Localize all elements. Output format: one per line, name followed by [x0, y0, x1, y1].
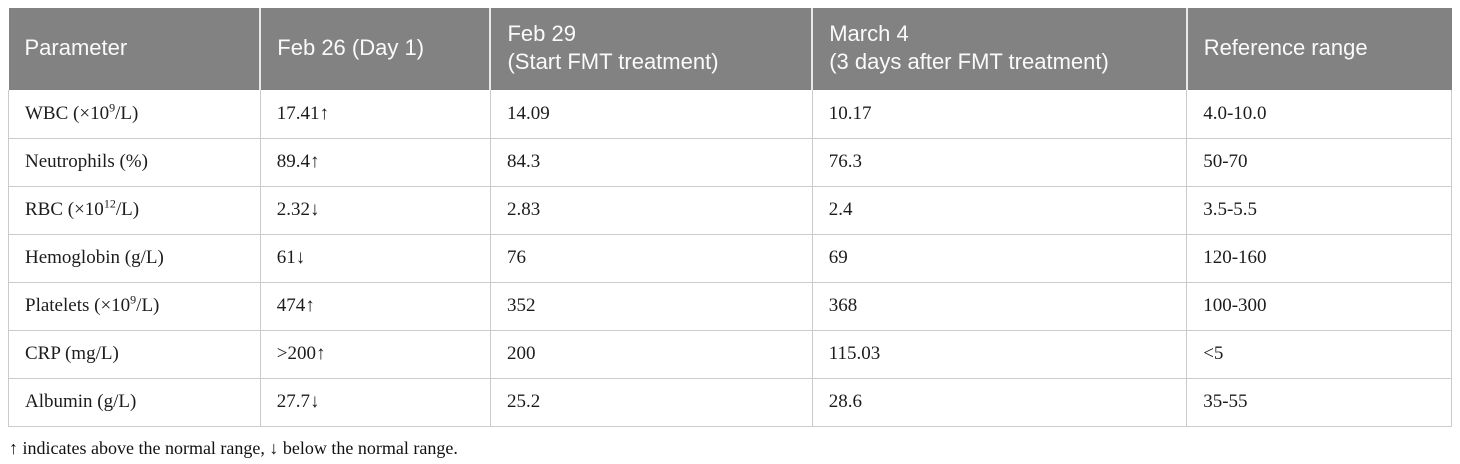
value-cell-day1: 27.7↓: [259, 378, 491, 427]
column-header-march4: March 4 (3 days after FMT treatment): [811, 8, 1187, 91]
parameter-cell: Hemoglobin (g/L): [8, 234, 261, 283]
table-row-rbc: RBC (×1012/L) 2.32↓ 2.83 2.4 3.5-5.5: [8, 186, 1452, 235]
value-cell-feb29: 76: [489, 234, 813, 283]
table-row-hemoglobin: Hemoglobin (g/L) 61↓ 76 69 120-160: [8, 234, 1452, 283]
parameter-label: CRP (mg/L): [25, 343, 119, 365]
header-line1: March 4: [829, 21, 909, 46]
header-line2: (3 days after FMT treatment): [829, 49, 1109, 75]
parameter-cell: Neutrophils (%): [8, 138, 261, 187]
parameter-label-tail: /L): [115, 199, 140, 221]
value-cell-day1: 474↑: [259, 282, 491, 331]
parameter-cell: RBC (×1012/L): [8, 186, 261, 235]
parameter-cell: Platelets (×109/L): [8, 282, 261, 331]
table-row-albumin: Albumin (g/L) 27.7↓ 25.2 28.6 35-55: [8, 378, 1452, 427]
header-line1: Feb 29: [507, 21, 576, 46]
parameter-label: Platelets (×10: [25, 295, 131, 317]
value-cell-day1: 2.32↓: [259, 186, 491, 235]
parameter-label: Albumin (g/L): [25, 391, 137, 413]
value-cell-day1: 89.4↑: [259, 138, 491, 187]
value-cell-march4: 115.03: [811, 330, 1187, 379]
value-cell-march4: 368: [811, 282, 1187, 331]
table-body: WBC (×109/L) 17.41↑ 14.09 10.17 4.0-10.0…: [8, 90, 1452, 427]
value-cell-march4: 10.17: [811, 90, 1187, 139]
value-cell-day1: 61↓: [259, 234, 491, 283]
value-cell-march4: 28.6: [811, 378, 1187, 427]
table-footnote: ↑ indicates above the normal range, ↓ be…: [9, 437, 458, 458]
header-row: Parameter Feb 26 (Day 1) Feb 29 (Start F…: [8, 8, 1452, 91]
value-cell-feb29: 352: [489, 282, 813, 331]
lab-results-table: Parameter Feb 26 (Day 1) Feb 29 (Start F…: [8, 8, 1452, 427]
value-cell-feb29: 2.83: [489, 186, 813, 235]
table-row-neutrophils: Neutrophils (%) 89.4↑ 84.3 76.3 50-70: [8, 138, 1452, 187]
parameter-cell: WBC (×109/L): [8, 90, 261, 139]
reference-range-cell: 3.5-5.5: [1186, 186, 1452, 235]
reference-range-cell: 100-300: [1186, 282, 1452, 331]
parameter-label-tail: /L): [136, 295, 160, 317]
parameter-cell: Albumin (g/L): [8, 378, 261, 427]
table-row-crp: CRP (mg/L) >200↑ 200 115.03 <5: [8, 330, 1452, 379]
table-header: Parameter Feb 26 (Day 1) Feb 29 (Start F…: [8, 8, 1452, 91]
value-cell-feb29: 200: [489, 330, 813, 379]
column-header-feb26: Feb 26 (Day 1): [259, 8, 491, 91]
value-cell-march4: 76.3: [811, 138, 1187, 187]
unit-superscript: 9: [130, 292, 137, 307]
header-line2: (Start FMT treatment): [507, 49, 719, 75]
parameter-cell: CRP (mg/L): [8, 330, 261, 379]
reference-range-cell: 120-160: [1186, 234, 1452, 283]
parameter-label: Neutrophils (%): [25, 151, 148, 173]
header-line1: Feb 26 (Day 1): [277, 35, 425, 61]
reference-range-cell: <5: [1186, 330, 1452, 379]
column-header-feb29: Feb 29 (Start FMT treatment): [489, 8, 813, 91]
parameter-label: Hemoglobin (g/L): [25, 247, 164, 269]
parameter-label: WBC (×10: [25, 103, 110, 125]
reference-range-cell: 50-70: [1186, 138, 1452, 187]
reference-range-cell: 4.0-10.0: [1186, 90, 1452, 139]
unit-superscript: 12: [103, 196, 116, 211]
value-cell-day1: >200↑: [259, 330, 491, 379]
reference-range-cell: 35-55: [1186, 378, 1452, 427]
unit-superscript: 9: [109, 100, 116, 115]
value-cell-feb29: 25.2: [489, 378, 813, 427]
value-cell-feb29: 14.09: [489, 90, 813, 139]
value-cell-feb29: 84.3: [489, 138, 813, 187]
table-row-wbc: WBC (×109/L) 17.41↑ 14.09 10.17 4.0-10.0: [8, 90, 1452, 139]
column-header-reference-range: Reference range: [1185, 8, 1452, 91]
value-cell-day1: 17.41↑: [259, 90, 491, 139]
value-cell-march4: 69: [811, 234, 1187, 283]
parameter-label: RBC (×10: [25, 199, 104, 221]
value-cell-march4: 2.4: [811, 186, 1187, 235]
column-header-parameter: Parameter: [8, 8, 261, 91]
header-line1: Parameter: [24, 35, 128, 61]
parameter-label-tail: /L): [115, 103, 139, 125]
table-row-platelets: Platelets (×109/L) 474↑ 352 368 100-300: [8, 282, 1452, 331]
header-line1: Reference range: [1203, 35, 1368, 61]
